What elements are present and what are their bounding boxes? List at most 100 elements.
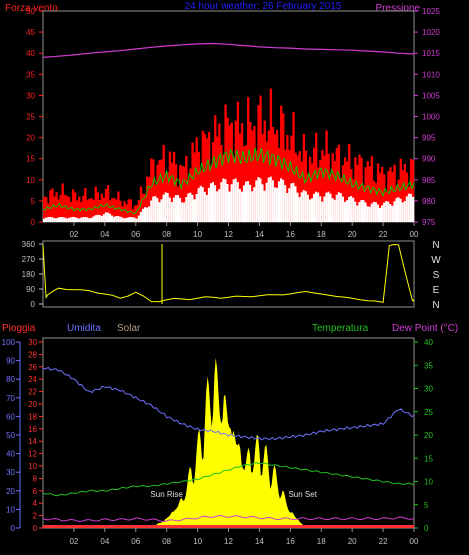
x-tick-label: 08: [162, 537, 171, 546]
wind-gust-bar: [127, 199, 130, 222]
wind-low-bar: [247, 181, 250, 222]
wind-gust-bar: [67, 196, 71, 222]
wind-gust-bar: [71, 189, 75, 222]
wind-gust-bar: [273, 134, 277, 222]
wind-low-bar: [251, 191, 254, 222]
wind-low-bar: [302, 190, 306, 222]
wind-y-tick-label: 40: [26, 49, 35, 58]
solar-area: [154, 357, 319, 528]
wind-gust-bar: [389, 167, 392, 222]
wind-low-bar: [244, 181, 248, 222]
wind-gust-bar: [119, 200, 122, 222]
wind-low-bar: [230, 184, 233, 222]
direction-y-tick-label: 0: [31, 300, 36, 309]
rain-y-tick-label: 18: [28, 412, 37, 421]
wind-y-tick-label: 30: [26, 91, 35, 100]
rain-baseline: [43, 525, 414, 528]
temperature-y-tick-label: 20: [424, 431, 433, 440]
wind-gust-bar: [137, 200, 141, 222]
wind-gust-bar: [123, 201, 126, 222]
wind-low-bar: [86, 217, 89, 222]
wind-gust-bar: [183, 166, 186, 222]
wind-low-bar: [288, 188, 291, 222]
wind-y-tick-label: 0: [31, 218, 36, 227]
rain-y-tick-label: 0: [33, 524, 38, 533]
wind-gust-bar: [296, 155, 299, 222]
wind-low-bar: [333, 199, 336, 222]
wind-gust-bar: [364, 167, 367, 222]
wind-gust-bar: [117, 191, 120, 222]
wind-low-bar: [263, 190, 266, 222]
wind-low-bar: [55, 218, 58, 222]
wind-low-bar: [164, 192, 167, 222]
wind-gust-bar: [224, 104, 227, 222]
wind-low-bar: [123, 218, 126, 222]
wind-low-bar: [205, 194, 209, 222]
wind-gust-bar: [207, 131, 211, 222]
humidity-y-tick-label: 90: [6, 357, 15, 366]
wind-gust-bar: [298, 151, 301, 222]
wind-low-bar: [141, 208, 145, 222]
wind-low-bar: [181, 202, 184, 222]
chart-marks: 0510152025303540455097598098599099510001…: [2, 7, 442, 546]
wind-low-bar: [214, 185, 217, 222]
wind-gust-bar: [98, 200, 102, 222]
wind-low-bar: [216, 191, 219, 222]
wind-low-bar: [75, 217, 79, 222]
wind-low-bar: [191, 194, 194, 222]
wind-gust-bar: [271, 126, 275, 222]
wind-gust-bar: [391, 172, 394, 222]
wind-gust-bar: [366, 161, 369, 222]
wind-gust-bar: [51, 188, 54, 222]
wind-gust-bar: [69, 201, 73, 222]
wind-low-bar: [343, 201, 347, 222]
wind-gust-bar: [131, 209, 134, 222]
wind-gust-bar: [341, 165, 345, 222]
wind-low-bar: [362, 200, 365, 222]
wind-gust-bar: [286, 134, 289, 222]
wind-gust-bar: [323, 155, 326, 222]
wind-low-bar: [67, 217, 71, 222]
wind-gust-bar: [141, 193, 145, 222]
rain-y-tick-label: 2: [33, 512, 38, 521]
wind-gust-bar: [263, 120, 266, 222]
humidity-y-tick-label: 20: [6, 487, 15, 496]
pressure-y-tick-label: 990: [422, 155, 436, 164]
wind-gust-bar: [321, 149, 324, 222]
wind-low-bar: [154, 196, 157, 222]
x-tick-label: 10: [193, 537, 202, 546]
wind-low-bar: [366, 206, 369, 222]
wind-low-bar: [350, 196, 353, 222]
x-tick-label: 12: [224, 537, 233, 546]
wind-gust-bar: [216, 136, 219, 222]
wind-gust-bar: [333, 160, 336, 222]
wind-low-bar: [401, 202, 404, 222]
wind-gust-bar: [168, 151, 172, 222]
wind-low-bar: [119, 216, 122, 222]
wind-low-bar: [323, 196, 326, 222]
wind-y-tick-label: 5: [31, 197, 36, 206]
wind-gust-bar: [282, 113, 285, 222]
temperature-y-tick-label: 30: [424, 385, 433, 394]
wind-low-bar: [321, 201, 324, 222]
wind-low-bar: [292, 182, 295, 222]
wind-low-bar: [172, 197, 176, 222]
wind-gust-bar: [179, 164, 182, 222]
wind-low-bar: [51, 217, 54, 222]
wind-low-bar: [313, 193, 316, 222]
wind-gust-bar: [261, 134, 264, 222]
x-tick-label: 02: [69, 230, 78, 239]
wind-low-bar: [294, 186, 297, 222]
wind-y-tick-label: 25: [26, 113, 35, 122]
temperature-y-tick-label: 5: [424, 501, 429, 510]
wind-gust-bar: [160, 159, 163, 222]
wind-gust-bar: [150, 158, 153, 222]
wind-low-bar: [203, 191, 207, 222]
wind-gust-bar: [45, 196, 48, 222]
wind-gust-bar: [411, 159, 415, 222]
wind-low-bar: [201, 187, 205, 222]
x-tick-label: 00: [410, 537, 419, 546]
wind-gust-bar: [368, 166, 372, 222]
rain-y-tick-label: 10: [28, 462, 37, 471]
x-tick-label: 16: [286, 230, 295, 239]
